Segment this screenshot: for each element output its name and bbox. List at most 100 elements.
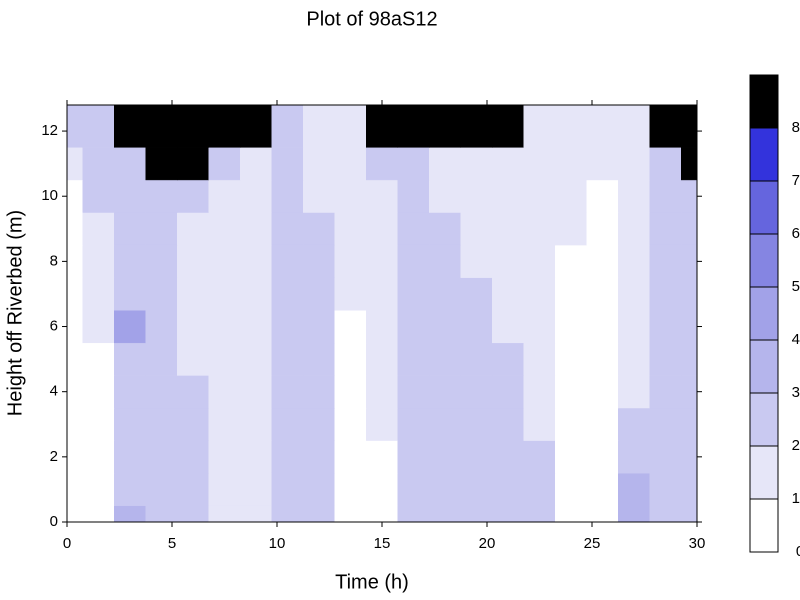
colorbar-label: 0 — [796, 543, 800, 560]
contour-cell — [303, 407, 335, 441]
x-axis-label: Time (h) — [335, 571, 409, 593]
contour-cell — [240, 212, 272, 246]
contour-cell — [240, 147, 272, 181]
contour-cell — [555, 277, 587, 311]
contour-cell — [177, 277, 209, 311]
contour-cell — [366, 407, 398, 441]
contour-cell — [271, 342, 304, 376]
contour-cell — [618, 277, 650, 311]
contour-cell — [82, 277, 115, 311]
contour-cell — [397, 309, 430, 344]
contour-cell — [681, 505, 698, 523]
contour-cell — [145, 179, 178, 213]
contour-cell — [240, 179, 272, 213]
contour-cell — [460, 179, 493, 213]
contour-cell — [492, 472, 524, 506]
contour-cell — [460, 244, 493, 278]
contour-cell — [114, 212, 146, 246]
contour-cell — [334, 342, 367, 376]
contour-cell — [208, 309, 241, 344]
contour-cell — [82, 104, 115, 148]
contour-cell — [429, 375, 461, 409]
contour-cell — [334, 309, 367, 344]
contour-cell — [649, 505, 682, 523]
contour-cell — [429, 104, 461, 148]
contour-cell — [618, 472, 650, 506]
contour-cell — [334, 104, 367, 148]
contour-cell — [303, 505, 335, 523]
y-tick-label: 10 — [41, 187, 58, 204]
contour-cell — [681, 104, 698, 148]
contour-cell — [555, 212, 587, 246]
contour-cell — [523, 505, 556, 523]
contour-cell — [460, 342, 493, 376]
contour-cell — [177, 505, 209, 523]
contour-cell — [66, 440, 83, 474]
contour-cell — [303, 179, 335, 213]
contour-cell — [177, 440, 209, 474]
contour-cell — [555, 407, 587, 441]
contour-cell — [523, 104, 556, 148]
contour-cell — [586, 104, 619, 148]
contour-cell — [145, 407, 178, 441]
contour-cell — [114, 147, 146, 181]
contour-cell — [492, 104, 524, 148]
contour-cell — [429, 147, 461, 181]
contour-cell — [397, 179, 430, 213]
contour-cell — [114, 342, 146, 376]
contour-cell — [681, 179, 698, 213]
contour-cell — [618, 212, 650, 246]
contour-cell — [523, 342, 556, 376]
contour-cell — [334, 244, 367, 278]
contour-cell — [208, 375, 241, 409]
contour-cell — [82, 147, 115, 181]
contour-cell — [366, 147, 398, 181]
contour-cell — [492, 277, 524, 311]
contour-cell — [114, 244, 146, 278]
contour-cell — [429, 244, 461, 278]
contour-cell — [523, 244, 556, 278]
contour-cell — [649, 309, 682, 344]
contour-cell — [523, 179, 556, 213]
contour-cell — [303, 147, 335, 181]
colorbar-label: 70 — [792, 172, 800, 189]
contour-cell — [586, 407, 619, 441]
contour-cell — [82, 440, 115, 474]
contour-cell — [681, 407, 698, 441]
contour-cell — [555, 244, 587, 278]
contour-cell — [681, 309, 698, 344]
contour-cell — [208, 505, 241, 523]
contour-cell — [177, 472, 209, 506]
contour-cell — [145, 277, 178, 311]
contour-cell — [492, 309, 524, 344]
contour-cell — [303, 309, 335, 344]
x-tick-label: 15 — [374, 535, 391, 552]
contour-cell — [586, 342, 619, 376]
contour-cell — [366, 212, 398, 246]
contour-cell — [649, 104, 682, 148]
contour-cell — [555, 309, 587, 344]
contour-cell — [82, 505, 115, 523]
contour-cell — [429, 472, 461, 506]
contour-cell — [492, 147, 524, 181]
contour-cell — [366, 440, 398, 474]
contour-cell — [429, 212, 461, 246]
contour-cell — [177, 407, 209, 441]
contour-cell — [177, 375, 209, 409]
colorbar-label: 60 — [792, 225, 800, 242]
contour-cell — [460, 407, 493, 441]
contour-cell — [397, 505, 430, 523]
contour-cell — [177, 104, 209, 148]
contour-cell — [334, 375, 367, 409]
colorbar-swatch — [749, 74, 779, 129]
contour-cell — [303, 472, 335, 506]
contour-cell — [523, 277, 556, 311]
contour-cell — [271, 407, 304, 441]
contour-cell — [208, 179, 241, 213]
contour-cell — [460, 309, 493, 344]
contour-cell — [397, 407, 430, 441]
colorbar-label: 40 — [792, 331, 800, 348]
contour-cell — [240, 472, 272, 506]
contour-cell — [523, 472, 556, 506]
